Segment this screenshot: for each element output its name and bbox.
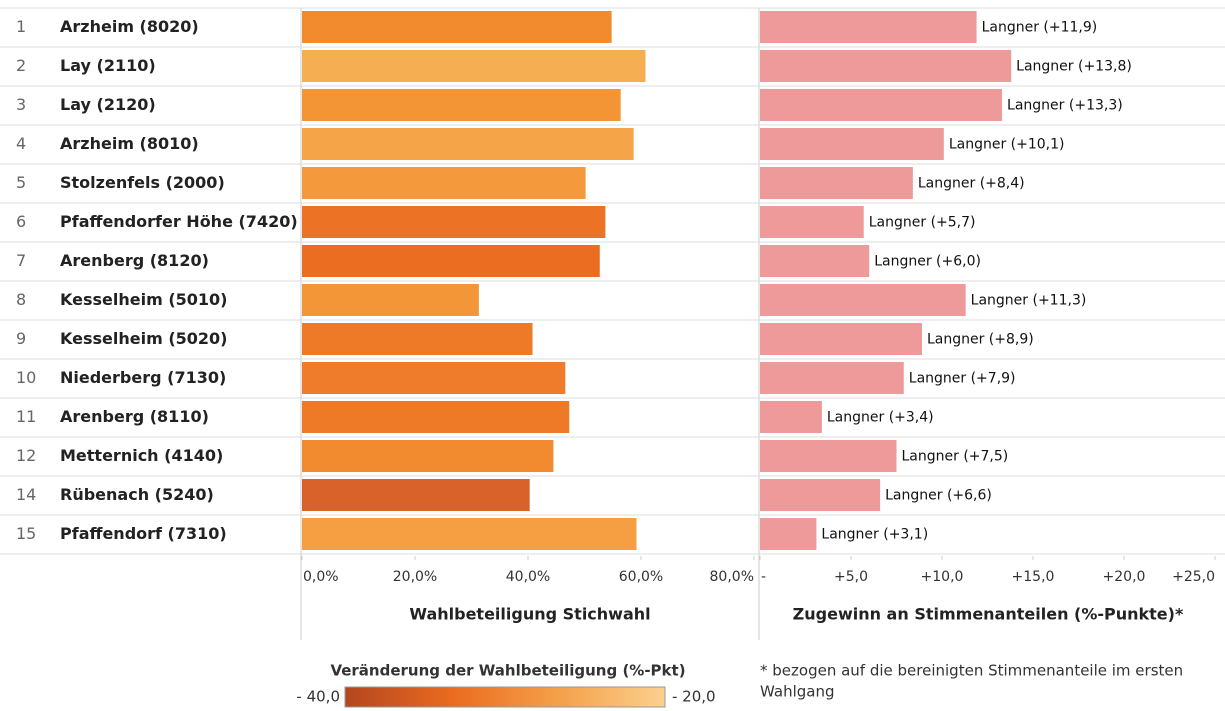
x-tick-label: +10,0 [921, 569, 964, 585]
bar [302, 245, 600, 277]
x-tick-label: 40,0% [506, 569, 550, 585]
row-label: Kesselheim (5010) [60, 290, 227, 309]
rank: 12 [16, 446, 36, 465]
data-label: Langner (+11,9) [982, 20, 1098, 36]
rank: 2 [16, 56, 26, 75]
bar [302, 128, 634, 160]
data-label: Langner (+10,1) [949, 137, 1065, 153]
rank: 15 [16, 524, 36, 543]
x-axis-title: Zugewinn an Stimmenanteilen (%-Punkte)* [793, 605, 1184, 624]
data-label: Langner (+3,4) [827, 410, 934, 426]
rank: 6 [16, 212, 26, 231]
x-tick-label: 80,0% [710, 569, 754, 585]
bar [302, 362, 566, 394]
row-label: Rübenach (5240) [60, 485, 214, 504]
x-tick-label: +5,0 [834, 569, 868, 585]
legend-max: - 20,0 [672, 688, 716, 706]
data-label: Langner (+7,5) [902, 449, 1009, 465]
x-tick-label: 60,0% [619, 569, 663, 585]
data-label: Langner (+13,3) [1007, 98, 1123, 114]
bar [302, 89, 621, 121]
data-label: Langner (+11,3) [971, 293, 1087, 309]
bar [760, 167, 913, 199]
bar [760, 440, 897, 472]
bar [302, 206, 606, 238]
bar [302, 401, 570, 433]
legend-min: - 40,0 [296, 688, 340, 706]
footnote: * bezogen auf die bereinigten Stimmenant… [760, 662, 1183, 680]
bar [760, 323, 922, 355]
x-tick-label: - [761, 569, 766, 585]
data-label: Langner (+8,4) [918, 176, 1025, 192]
x-axis-title: Wahlbeteiligung Stichwahl [409, 605, 650, 624]
bar [302, 440, 554, 472]
bar [760, 206, 864, 238]
legend-gradient [344, 686, 666, 708]
bar [760, 89, 1003, 121]
bar [760, 11, 977, 43]
rank: 3 [16, 95, 26, 114]
footnote: Wahlgang [760, 683, 834, 701]
bar [760, 245, 870, 277]
rank: 10 [16, 368, 36, 387]
bar [760, 128, 944, 160]
data-label: Langner (+6,0) [874, 254, 981, 270]
x-tick-label: 0,0% [303, 569, 339, 585]
bar [302, 11, 612, 43]
bar [760, 518, 817, 550]
rank: 14 [16, 485, 36, 504]
row-label: Pfaffendorfer Höhe (7420) [60, 212, 298, 231]
bar [302, 50, 646, 82]
data-label: Langner (+7,9) [909, 371, 1016, 387]
legend-title: Veränderung der Wahlbeteiligung (%-Pkt) [330, 662, 685, 680]
row-label: Arzheim (8020) [60, 17, 199, 36]
x-tick-label: +20,0 [1103, 569, 1146, 585]
data-label: Langner (+8,9) [927, 332, 1034, 348]
x-tick-label: +15,0 [1012, 569, 1055, 585]
bar [760, 284, 966, 316]
row-label: Arenberg (8120) [60, 251, 209, 270]
row-label: Arzheim (8010) [60, 134, 199, 153]
bar [760, 362, 904, 394]
data-label: Langner (+13,8) [1016, 59, 1132, 75]
bar [302, 167, 586, 199]
bar [760, 401, 822, 433]
rank: 5 [16, 173, 26, 192]
x-tick-label: +25,0 [1172, 569, 1215, 585]
data-label: Langner (+6,6) [885, 488, 992, 504]
rank: 11 [16, 407, 36, 426]
rank: 7 [16, 251, 26, 270]
row-label: Niederberg (7130) [60, 368, 226, 387]
row-label: Lay (2120) [60, 95, 156, 114]
row-label: Metternich (4140) [60, 446, 223, 465]
bar [302, 284, 479, 316]
bar [760, 479, 881, 511]
row-label: Kesselheim (5020) [60, 329, 227, 348]
x-tick-label: 20,0% [393, 569, 437, 585]
bar [302, 518, 637, 550]
rank: 8 [16, 290, 26, 309]
bar [302, 323, 533, 355]
row-label: Arenberg (8110) [60, 407, 209, 426]
bar [302, 479, 530, 511]
data-label: Langner (+3,1) [821, 527, 928, 543]
rank: 9 [16, 329, 26, 348]
row-label: Stolzenfels (2000) [60, 173, 225, 192]
rank: 1 [16, 17, 26, 36]
bar [760, 50, 1012, 82]
rank: 4 [16, 134, 26, 153]
data-label: Langner (+5,7) [869, 215, 976, 231]
row-label: Pfaffendorf (7310) [60, 524, 227, 543]
row-label: Lay (2110) [60, 56, 156, 75]
